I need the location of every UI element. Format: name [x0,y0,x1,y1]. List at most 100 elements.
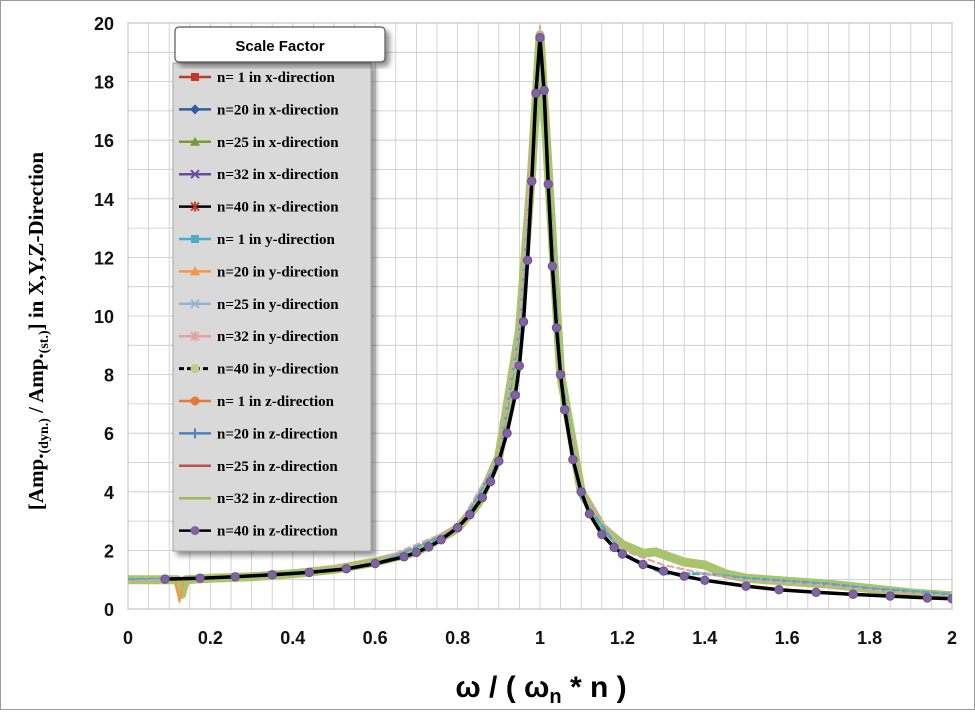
legend-marker [190,169,200,179]
legend-entry: n=40 in z-direction [179,524,338,540]
legend-entry: n=32 in z-direction [179,491,338,507]
data-point [539,85,549,96]
legend-label: n=32 in z-direction [217,491,338,507]
data-point [774,584,784,595]
data-point [341,564,352,574]
y-tick-label: 2 [104,541,114,561]
data-point [518,317,529,327]
data-point [494,456,504,466]
data-point [411,547,422,558]
x-tick-label: 0.8 [445,628,470,648]
data-point [399,552,409,562]
data-point [485,476,496,487]
data-point [477,492,488,503]
x-tick-label: 0.2 [198,628,223,648]
data-point [560,405,570,415]
legend-entry: n= 1 in y-direction [179,232,336,248]
data-point [267,570,277,580]
legend-entry: n=40 in y-direction [179,362,339,378]
legend-marker [190,396,200,406]
legend-marker [191,73,199,81]
data-point [811,587,821,597]
data-point [658,566,669,576]
legend-entry: n=20 in z-direction [179,426,338,442]
y-tick-label: 20 [94,14,114,34]
legend: Scale Factor n= 1 in x-direction n=20 in … [172,26,386,552]
legend-label: n= 1 in z-direction [217,394,335,410]
data-point [304,567,314,578]
legend-label: n=32 in y-direction [217,329,339,345]
data-point [700,575,710,585]
data-point [584,509,595,519]
legend-entry: n=25 in z-direction [179,459,338,475]
y-tick-label: 8 [104,366,114,386]
legend-entry: n=20 in y-direction [179,264,339,280]
legend-entry: n=32 in y-direction [179,329,339,345]
legend-marker [190,364,200,374]
legend-label: n=40 in z-direction [217,524,338,540]
legend-entry: n=32 in x-direction [179,167,339,183]
y-tick-label: 4 [104,483,114,503]
legend-label: n=32 in x-direction [217,167,339,183]
legend-entry: n=20 in x-direction [179,102,339,118]
legend-label: n= 1 in x-direction [217,70,336,86]
y-tick-label: 14 [94,190,114,210]
legend-label: n=25 in y-direction [217,297,339,313]
legend-marker [190,299,200,309]
data-point [679,571,689,581]
data-point [551,323,562,333]
y-tick-label: 12 [94,248,114,268]
y-tick-labels: 0 2 4 6 8 10 12 14 16 18 20 [94,14,114,620]
legend-entry: n=25 in x-direction [179,135,339,151]
x-tick-label: 1 [535,628,545,648]
legend-marker [190,526,200,536]
legend-label: n= 1 in y-direction [217,232,336,248]
x-tick-label: 1.4 [692,628,717,648]
y-tick-label: 6 [104,424,114,444]
x-tick-label: 0 [123,628,133,648]
data-point [510,390,520,400]
data-point [514,361,525,371]
legend-marker [190,104,200,115]
data-point [848,589,858,600]
data-point [535,32,545,43]
legend-label: n=25 in x-direction [217,135,339,151]
legend-marker [191,235,199,243]
data-point [543,179,553,189]
data-point [465,509,475,520]
legend-marker [190,136,200,146]
y-tick-label: 18 [94,73,114,93]
legend-title: Scale Factor [235,38,324,55]
legend-marker [190,428,200,439]
data-point [452,522,463,533]
y-tick-label: 16 [94,131,114,151]
legend-entry: n=40 in x-direction [179,200,339,216]
legend-label: n=20 in y-direction [217,264,339,280]
data-point [522,255,533,266]
x-tick-label: 1.2 [610,628,635,648]
data-point [947,594,952,604]
series-line [174,578,185,603]
data-point [885,591,895,601]
x-tick-label: 0.6 [363,628,388,648]
y-axis-label: [Amp.(dyn.) / Amp.(st.)] in X,Y,Z-Direct… [24,152,52,511]
data-point [597,529,607,539]
data-point [531,88,541,99]
series-layer [128,24,952,604]
legend-label: n=40 in y-direction [217,362,339,378]
data-point [576,487,586,497]
legend-entry: n=25 in y-direction [179,297,339,313]
x-tick-labels: 0 0.2 0.4 0.6 0.8 1 1.2 1.4 1.6 1.8 2 [123,628,957,648]
legend-label: n=40 in x-direction [217,200,339,216]
x-tick-label: 2 [947,628,957,648]
legend-label: n=25 in z-direction [217,459,338,475]
legend-entry: n= 1 in x-direction [179,70,336,86]
data-point [547,261,558,271]
legend-marker [190,201,200,212]
y-tick-label: 10 [94,307,114,327]
legend-label: n=20 in x-direction [217,102,339,118]
data-point [638,559,648,570]
legend-title-box [174,26,386,63]
x-tick-label: 0.4 [280,628,305,648]
